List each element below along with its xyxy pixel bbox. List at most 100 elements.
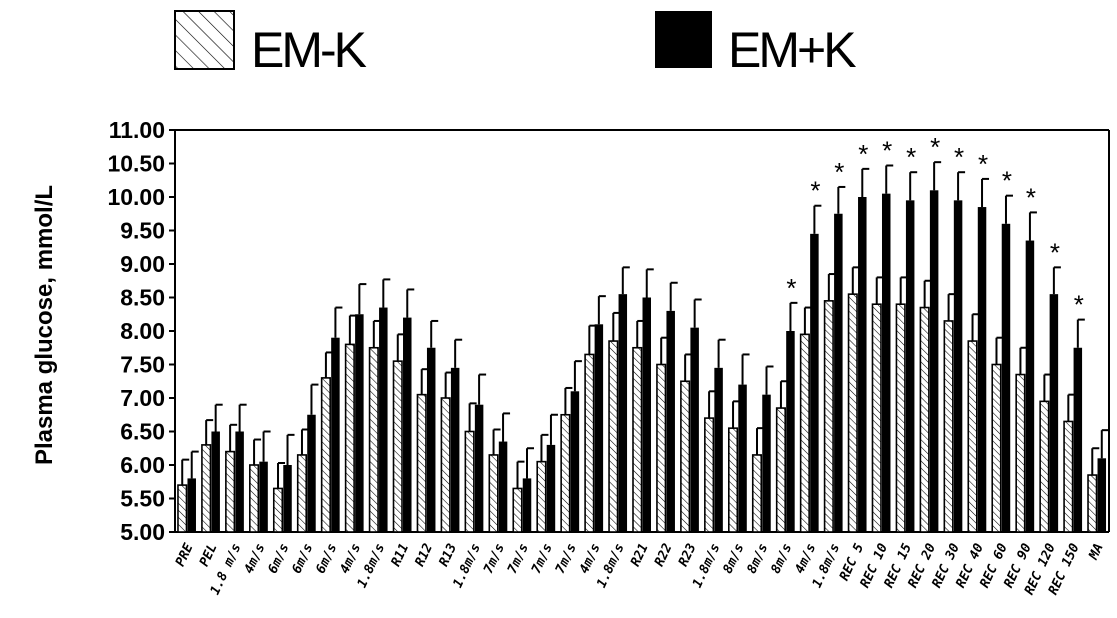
bar-em-minus-k [1063,420,1074,533]
bar-em-plus-k [1049,294,1059,532]
y-tick-label: 7.50 [120,352,165,378]
bar-em-minus-k [320,377,331,533]
y-tick-label: 10.00 [107,184,165,210]
significance-star: * [1026,182,1036,212]
bar-em-minus-k [895,303,906,533]
bar-em-plus-k [498,441,508,532]
bar-em-plus-k [953,200,963,532]
bar-em-minus-k [919,306,930,533]
significance-star: * [810,176,820,206]
bar-em-minus-k [225,450,236,533]
bar-em-minus-k [201,444,212,533]
bar-em-plus-k [1025,240,1035,533]
x-tick-label: 8m/s [768,541,795,576]
bar-em-minus-k [823,300,834,533]
legend-label-em-minus-k: EM-K [251,22,367,78]
bar-em-plus-k [379,307,388,532]
bar-em-minus-k [488,454,499,533]
y-tick-label: 11.00 [109,117,165,143]
y-axis-title: Plasma glucose, mmol/L [31,185,58,465]
x-tick-label: 6m/s [266,541,293,576]
legend-swatch-hatched [174,10,235,70]
bar-em-minus-k [991,363,1002,533]
bar-em-minus-k [536,460,547,533]
bar-em-plus-k [666,310,675,532]
bar-em-minus-k [272,487,284,533]
bar-em-minus-k [1015,373,1026,533]
x-tick-label: 7m/s [481,541,508,576]
bar-em-plus-k [570,391,580,532]
x-tick-label: 7m/s [529,541,556,576]
bar-em-minus-k [799,333,810,533]
y-tick-label: 8.00 [120,318,165,344]
bar-em-plus-k [331,337,340,532]
bar-em-minus-k [416,393,427,533]
legend-label-em-plus-k: EM+K [728,22,856,78]
plot-area: 5.00 5.50 6.00 6.50 7.00 7.50 8.00 8.50 9.00 9.50… [107,117,1110,597]
bar-em-minus-k [967,340,978,533]
significance-star: * [1050,237,1060,267]
bar-em-plus-k [977,207,987,533]
significance-star: * [786,273,796,303]
y-tick-label: 10.50 [107,151,165,177]
bar-em-minus-k [440,397,451,533]
x-tick-label: 7m/s [553,541,580,576]
bar-em-plus-k [1073,347,1083,532]
bar-em-plus-k [905,200,915,532]
x-tick-label: R11 [389,541,413,569]
bar-em-minus-k [871,303,882,533]
bar-em-plus-k [1001,223,1011,533]
y-tick-label: 5.50 [120,486,165,512]
x-tick-label: PRE [173,541,197,569]
bar-em-minus-k [560,413,571,533]
bar-em-plus-k [714,367,723,532]
y-tick-label: 6.00 [120,452,165,478]
y-tick-label: 6.50 [120,419,165,445]
legend-item-em-plus-k: EM+K [655,11,859,78]
y-tick-label: 7.00 [120,385,165,411]
x-tick-label: PEL [197,541,221,569]
bar-em-plus-k [738,384,747,532]
significance-star: * [978,149,988,179]
x-tick-label: R12 [413,541,437,569]
bar-em-plus-k [307,414,316,532]
x-tick-label: R22 [652,541,676,569]
bar-em-minus-k [512,487,523,533]
significance-star: * [834,157,844,187]
significance-star: * [954,142,964,172]
bar-em-minus-k [392,360,403,533]
bar-em-plus-k [810,233,819,532]
significance-star: * [1074,290,1084,320]
bar-em-minus-k [296,454,308,533]
legend-item-em-minus-k: EM-K [174,10,370,78]
bar-em-plus-k [762,394,771,532]
significance-star: * [858,139,868,169]
x-tick-label: 4m/s [242,541,269,576]
bar-em-plus-k [858,197,867,532]
x-tick-label: MA [1086,541,1107,562]
bar-em-plus-k [235,431,244,532]
significance-star: * [930,132,940,162]
x-tick-label: 8m/s [745,541,772,576]
bar-em-plus-k [929,190,939,533]
bar-em-plus-k [1097,458,1107,532]
x-tick-label: 6m/s [313,541,340,576]
bar-em-plus-k [881,193,891,532]
x-tick-label: 7m/s [505,541,532,576]
bar-em-minus-k [656,363,667,533]
y-tick-label: 8.50 [120,285,165,311]
x-tick-label: R21 [628,541,652,569]
significance-star: * [1002,166,1012,196]
bar-em-minus-k [608,340,619,533]
x-tick-label: 8m/s [721,541,748,576]
y-tick-label: 5.00 [120,519,165,545]
bar-em-plus-k [355,314,364,532]
bar-em-minus-k [177,484,188,533]
bar-em-plus-k [834,213,843,532]
bar-em-minus-k [632,346,643,533]
bar-em-minus-k [464,430,475,533]
significance-star: * [882,136,892,166]
y-tick-label: 9.00 [120,251,165,277]
bar-em-minus-k [249,464,260,533]
bar-em-minus-k [727,427,739,533]
